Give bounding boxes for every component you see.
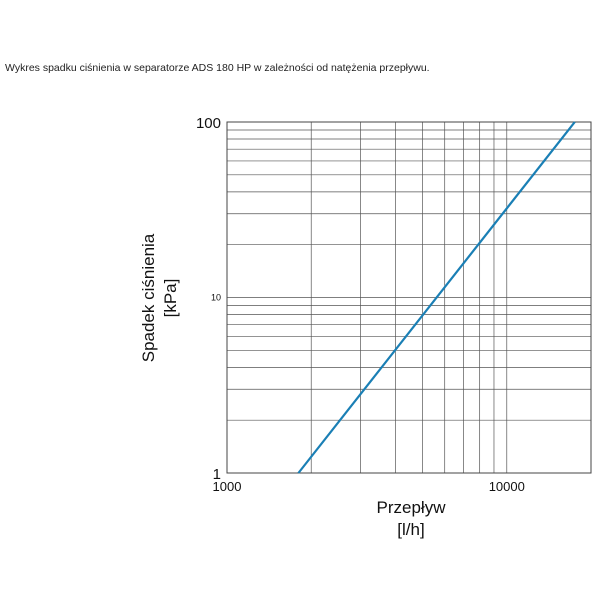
plot-frame xyxy=(226,121,592,474)
pressure-drop-line xyxy=(297,121,576,474)
y-tick-label: 1 xyxy=(213,466,221,483)
y-axis-unit: [kPa] xyxy=(161,279,180,318)
y-tick-label: 10 xyxy=(211,293,221,303)
y-tick-label: 100 xyxy=(196,115,221,132)
chart-title: Wykres spadku ciśnienia w separatorze AD… xyxy=(5,62,430,74)
x-tick-label: 1000 xyxy=(213,479,242,494)
x-axis-unit: [l/h] xyxy=(397,520,424,539)
y-axis-label: Spadek ciśnienia xyxy=(139,233,158,362)
x-tick-label: 10000 xyxy=(489,479,525,494)
x-axis-label: Przepływ xyxy=(377,498,447,517)
